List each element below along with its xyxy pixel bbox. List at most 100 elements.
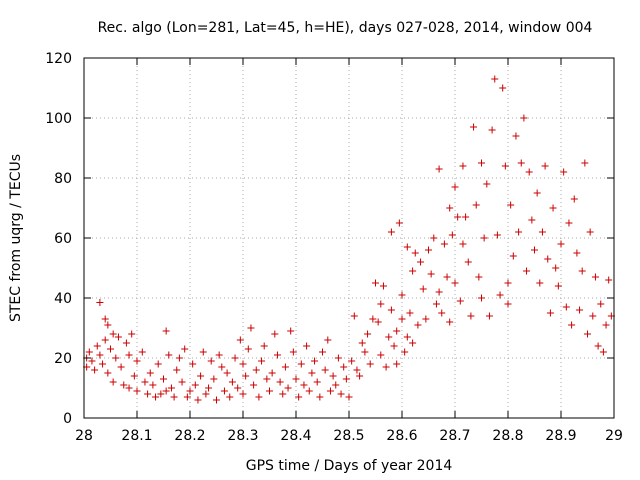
data-point (239, 360, 247, 368)
data-point (369, 315, 377, 323)
data-point (438, 309, 446, 317)
data-point (411, 249, 419, 257)
data-point (568, 321, 576, 329)
data-point (189, 360, 197, 368)
data-point (493, 231, 501, 239)
data-point (488, 126, 496, 134)
data-point (210, 375, 218, 383)
data-point (459, 162, 467, 170)
data-point (554, 282, 562, 290)
data-point (144, 390, 152, 398)
data-point (464, 258, 472, 266)
data-point (533, 189, 541, 197)
data-point (122, 339, 130, 347)
data-point (287, 327, 295, 335)
data-point (594, 342, 602, 350)
x-tick-label: 28.5 (333, 428, 364, 444)
x-tick-label: 28 (75, 428, 93, 444)
data-point (401, 348, 409, 356)
data-point (183, 393, 191, 401)
x-tick-label: 29 (605, 428, 623, 444)
data-point (101, 315, 109, 323)
data-point (104, 321, 112, 329)
data-point (536, 279, 544, 287)
data-point (239, 390, 247, 398)
data-point (467, 312, 475, 320)
data-point (247, 324, 255, 332)
data-point (311, 357, 319, 365)
data-point (273, 351, 281, 359)
data-point (133, 387, 141, 395)
data-point (591, 273, 599, 281)
data-point (96, 351, 104, 359)
data-point (403, 243, 411, 251)
data-point (581, 159, 589, 167)
data-point (576, 306, 584, 314)
data-point (175, 354, 183, 362)
data-point (578, 267, 586, 275)
data-point (372, 279, 379, 287)
data-point (300, 381, 308, 389)
data-point (435, 165, 443, 173)
data-point (586, 228, 594, 236)
data-point (475, 273, 483, 281)
data-point (101, 336, 109, 344)
data-point (562, 303, 570, 311)
data-point (93, 342, 101, 350)
data-point (321, 366, 329, 374)
data-point (570, 195, 578, 203)
y-tick-label: 100 (45, 111, 72, 127)
data-point (324, 336, 332, 344)
y-tick-label: 0 (63, 411, 72, 427)
data-point (337, 390, 345, 398)
data-point (459, 240, 467, 248)
data-point (236, 336, 244, 344)
x-tick-label: 28.8 (492, 428, 523, 444)
x-axis-label: GPS time / Days of year 2014 (246, 458, 453, 474)
data-point (406, 309, 414, 317)
data-point (303, 342, 311, 350)
data-point (104, 369, 112, 377)
data-point (480, 234, 488, 242)
data-point (260, 342, 268, 350)
data-point (560, 168, 568, 176)
data-point (422, 315, 430, 323)
data-point (162, 327, 170, 335)
data-point (356, 372, 364, 380)
data-point (538, 228, 546, 236)
data-point (329, 372, 337, 380)
x-tick-label: 28.3 (227, 428, 258, 444)
data-point (528, 216, 536, 224)
data-point (279, 390, 287, 398)
data-point (589, 312, 597, 320)
data-point (501, 162, 509, 170)
data-point (109, 378, 117, 386)
data-point (364, 330, 372, 338)
data-point (557, 240, 565, 248)
data-point (266, 387, 273, 395)
data-point (435, 288, 443, 296)
data-point (440, 240, 448, 248)
data-point (605, 276, 613, 284)
data-point (130, 372, 138, 380)
data-point (602, 321, 610, 329)
data-point (308, 369, 316, 377)
data-point (99, 360, 107, 368)
data-point (167, 384, 175, 392)
data-point (419, 285, 427, 293)
data-point (525, 168, 533, 176)
data-point (207, 357, 215, 365)
data-point (316, 393, 324, 401)
data-point (242, 372, 250, 380)
y-tick-label: 120 (45, 51, 72, 67)
data-point (515, 228, 523, 236)
data-point (485, 312, 493, 320)
data-point (191, 381, 199, 389)
data-point (403, 333, 411, 341)
data-point (509, 252, 517, 260)
data-point (263, 375, 271, 383)
data-point (125, 384, 133, 392)
data-point (258, 357, 266, 365)
data-point (125, 351, 133, 359)
data-point (271, 330, 279, 338)
